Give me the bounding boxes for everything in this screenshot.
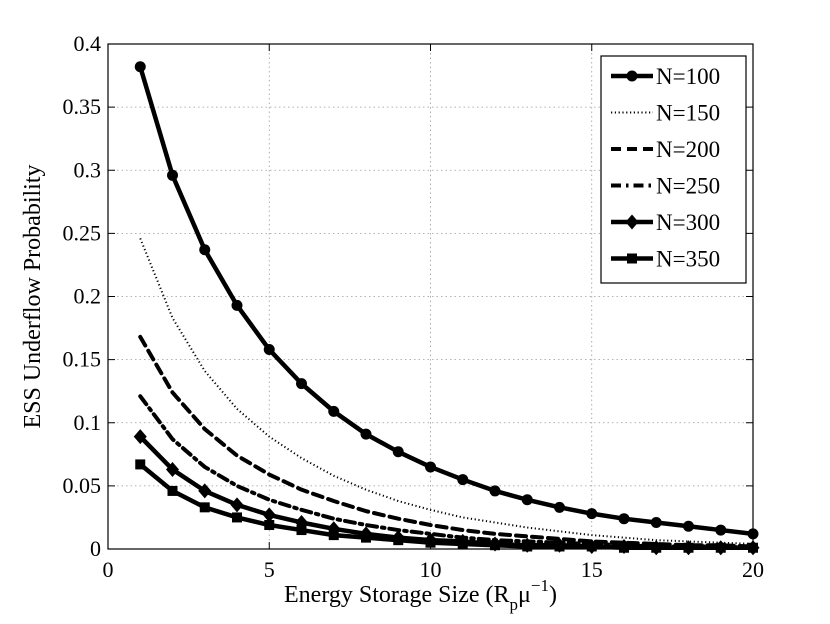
series-n-100 xyxy=(134,61,759,540)
y-tick-label: 0.15 xyxy=(63,347,102,372)
data-point-n-100 xyxy=(134,61,146,73)
data-point-n-300 xyxy=(230,497,244,513)
series-n-350 xyxy=(135,459,758,553)
data-point-n-350 xyxy=(683,542,694,553)
data-point-n-350 xyxy=(425,537,436,548)
data-point-n-100 xyxy=(650,516,662,528)
x-axis-label-superscript: −1 xyxy=(531,576,549,595)
x-tick-label: 0 xyxy=(103,557,114,582)
y-tick-label: 0.25 xyxy=(63,220,102,245)
data-point-n-300 xyxy=(133,429,147,445)
data-point-n-100 xyxy=(360,428,372,440)
data-point-n-350 xyxy=(264,520,275,531)
legend-label-n-150: N=150 xyxy=(656,101,720,126)
data-point-n-100 xyxy=(618,513,630,525)
data-point-n-100 xyxy=(586,508,598,520)
series-n-150 xyxy=(139,238,754,545)
data-point-n-350 xyxy=(457,538,468,549)
data-point-n-350 xyxy=(328,530,339,541)
data-point-n-350 xyxy=(167,485,178,496)
data-point-n-100 xyxy=(457,474,469,486)
data-point-n-100 xyxy=(489,485,501,497)
x-tick-label: 20 xyxy=(742,557,764,582)
legend-box xyxy=(600,55,747,284)
data-point-n-100 xyxy=(715,524,727,536)
legend-label-n-100: N=100 xyxy=(656,64,720,89)
data-point-n-350 xyxy=(135,459,146,470)
x-axis-label-mu: μ xyxy=(518,582,531,608)
x-axis-label-subscript: p xyxy=(510,595,519,614)
y-axis-label: ESS Underflow Probability xyxy=(20,165,46,429)
y-tick-label: 0.1 xyxy=(74,410,102,435)
legend-marker-n-350 xyxy=(627,253,637,264)
data-point-n-100 xyxy=(554,501,565,513)
data-point-n-100 xyxy=(392,446,404,458)
data-point-n-100 xyxy=(231,299,243,311)
legend-marker-n-300 xyxy=(625,214,639,230)
data-point-n-300 xyxy=(166,461,179,477)
data-point-n-350 xyxy=(393,535,404,546)
x-axis-label-close: ) xyxy=(549,582,557,608)
legend-label-n-350: N=350 xyxy=(656,247,720,272)
y-tick-label: 0 xyxy=(90,536,101,561)
y-tick-label: 0.3 xyxy=(74,157,102,182)
series-n-200 xyxy=(138,334,755,549)
data-point-n-350 xyxy=(361,532,371,543)
data-point-n-350 xyxy=(619,542,629,553)
series-lines xyxy=(133,61,760,556)
legend-label-n-300: N=300 xyxy=(656,210,720,235)
y-tick-label: 0.05 xyxy=(63,473,102,498)
data-point-n-350 xyxy=(651,542,662,553)
data-point-n-350 xyxy=(296,525,307,536)
y-tick-label: 0.35 xyxy=(63,94,102,119)
data-point-n-350 xyxy=(748,542,758,553)
x-tick-label: 10 xyxy=(420,557,442,582)
legend-label-n-200: N=200 xyxy=(656,137,720,162)
y-tick-label: 0.2 xyxy=(74,284,102,309)
x-tick-label: 15 xyxy=(581,557,603,582)
legend-entry-n-300: N=300 xyxy=(611,210,720,235)
data-point-n-300 xyxy=(262,507,276,523)
x-axis-label-main: Energy Storage Size (R xyxy=(284,582,510,608)
data-point-n-350 xyxy=(715,542,726,553)
data-point-n-350 xyxy=(232,512,242,523)
legend-entry-n-350: N=350 xyxy=(611,247,720,272)
data-point-n-100 xyxy=(199,244,211,256)
series-line-n-200 xyxy=(138,334,755,549)
x-axis-label: Energy Storage Size (Rpμ−1) xyxy=(284,576,557,614)
data-point-n-100 xyxy=(296,378,307,390)
series-line-n-150 xyxy=(139,238,754,545)
series-line-n-350 xyxy=(138,462,756,550)
data-point-n-350 xyxy=(586,541,597,552)
data-point-n-100 xyxy=(328,405,340,417)
data-point-n-350 xyxy=(522,541,533,552)
data-point-n-100 xyxy=(167,169,178,181)
data-point-n-100 xyxy=(425,461,436,473)
legend-entry-n-100: N=100 xyxy=(611,64,720,89)
legend: N=100 N=150 N=200 N=250 N=300 N=350 xyxy=(600,55,747,284)
data-point-n-350 xyxy=(199,502,210,513)
data-point-n-300 xyxy=(198,483,212,499)
legend-label-n-250: N=250 xyxy=(656,174,720,199)
axis-ticks: 0 5 10 15 20 0 0.05 0.1 0.15 0.2 0.25 0.3 0.35 0.4 xyxy=(63,31,765,582)
legend-marker-n-100 xyxy=(626,70,638,82)
legend-entry-n-250: N=250 xyxy=(611,174,720,199)
y-tick-label: 0.4 xyxy=(74,31,102,56)
legend-entry-n-150: N=150 xyxy=(611,101,720,126)
data-point-n-350 xyxy=(490,540,500,551)
grid xyxy=(108,44,753,549)
x-tick-label: 5 xyxy=(264,557,275,582)
legend-entry-n-200: N=200 xyxy=(611,137,720,162)
data-point-n-100 xyxy=(683,520,694,532)
data-point-n-350 xyxy=(554,541,565,552)
data-point-n-100 xyxy=(263,344,275,356)
data-point-n-100 xyxy=(521,494,533,506)
data-point-n-100 xyxy=(747,528,759,540)
